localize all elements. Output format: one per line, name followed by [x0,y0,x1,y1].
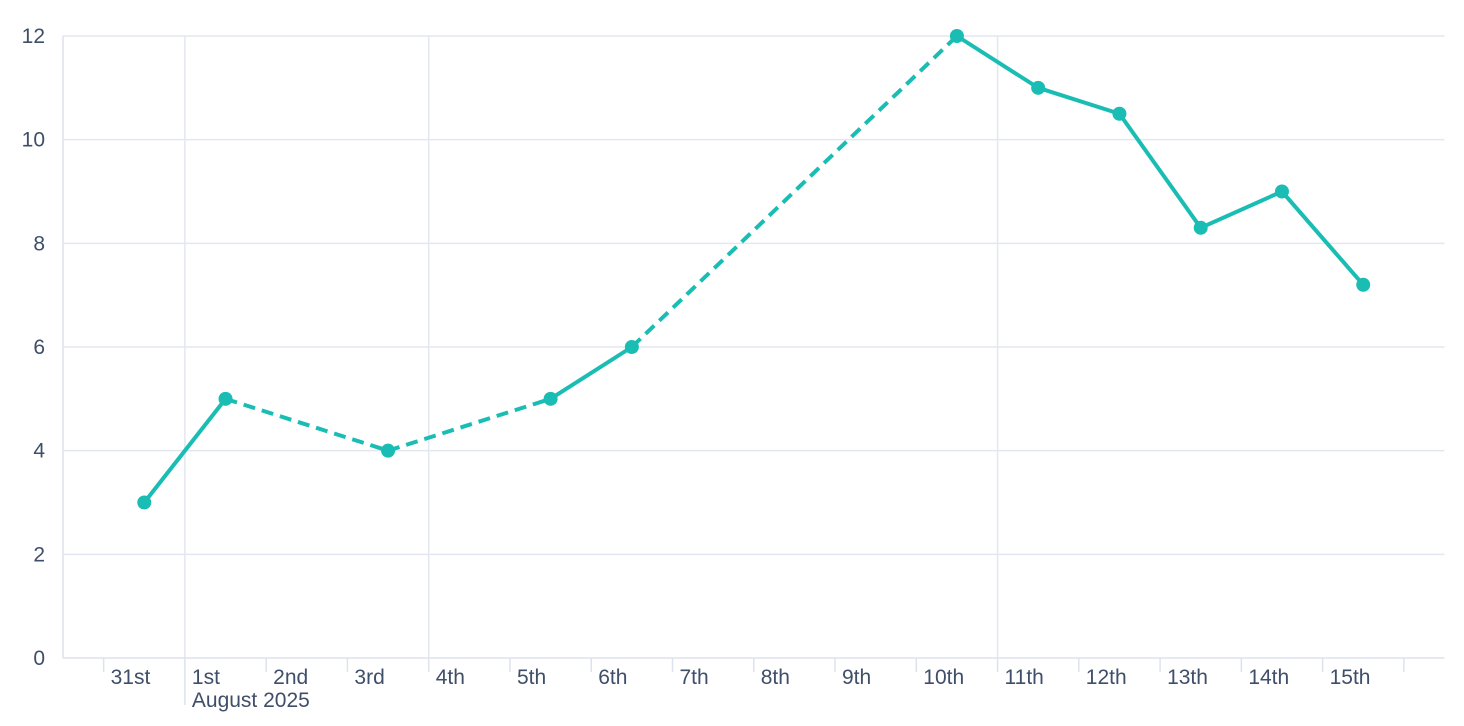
y-tick-label: 10 [22,129,45,152]
data-point-marker[interactable] [949,29,964,43]
data-point-marker[interactable] [1193,220,1208,235]
x-tick-label: 7th [679,666,708,689]
series-segment-dashed [387,396,552,453]
data-point-marker[interactable] [1031,80,1046,95]
x-tick-label: 11th [1005,666,1044,689]
y-tick-label: 2 [33,543,45,566]
series-segment-solid [142,397,228,504]
y-tick-label: 6 [33,336,45,359]
x-tick-label: 14th [1248,666,1289,689]
data-point-marker[interactable] [218,391,233,406]
series-segment-solid [549,345,633,401]
series-segment-dashed [630,34,959,349]
data-point-marker[interactable] [624,340,639,354]
y-tick-label: 4 [33,440,45,463]
series-segment-dashed [224,396,389,453]
data-point-marker[interactable] [137,495,152,510]
data-point-marker[interactable] [1274,184,1289,199]
x-tick-label: 15th [1330,666,1371,689]
series-segment-solid [1037,85,1121,116]
data-point-marker[interactable] [381,443,396,458]
series-segment-solid [1280,190,1365,287]
x-tick-label: 31st [111,666,151,689]
series-segment-solid [1199,189,1283,230]
x-tick-label: 5th [517,666,546,689]
x-tick-label: 9th [842,666,871,689]
y-tick-label: 0 [33,647,45,670]
x-tick-label: 13th [1167,666,1208,689]
x-tick-label: 12th [1086,666,1127,689]
x-tick-label: 2nd [273,666,308,689]
series-segment-solid [955,34,1040,90]
data-point-marker[interactable] [1112,106,1127,121]
x-tick-label: 8th [761,666,790,689]
data-point-marker[interactable] [1356,277,1371,292]
x-tick-label: 10th [923,666,964,689]
x-axis-month-label: August 2025 [192,689,310,712]
x-tick-label: 4th [436,666,465,689]
y-tick-label: 12 [22,25,45,48]
x-tick-label: 1st [192,666,220,689]
series-segment-solid [1117,112,1203,229]
x-tick-label: 3rd [354,666,384,689]
data-point-marker[interactable] [543,391,558,406]
x-tick-label: 6th [598,666,627,689]
y-tick-label: 8 [33,232,45,255]
